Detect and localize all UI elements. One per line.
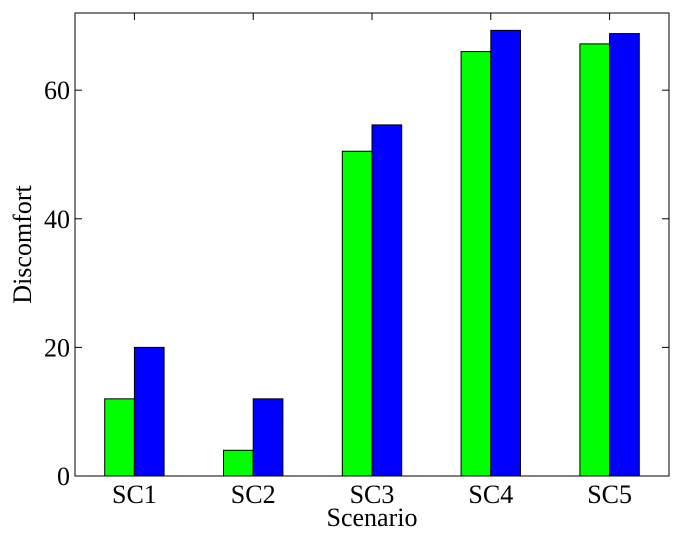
bar-sc5-series-2 [610,34,640,476]
y-tick-label: 0 [57,462,70,491]
x-tick-label: SC5 [587,480,632,509]
bars-layer [105,30,640,476]
bar-sc2-series-1 [224,450,254,476]
bar-sc4-series-1 [461,52,491,476]
x-axis-title: Scenario [327,503,418,529]
y-tick-label: 20 [44,333,70,362]
bar-sc5-series-1 [580,44,610,476]
y-axis-title: Discomfort [8,185,37,304]
bar-sc3-series-2 [372,125,402,476]
y-tick-label: 40 [44,205,70,234]
x-tick-label: SC4 [468,480,513,509]
x-tick-label: SC1 [112,480,157,509]
bar-sc1-series-1 [105,399,135,476]
bar-sc3-series-1 [342,151,372,476]
x-tick-label: SC2 [231,480,276,509]
bar-sc4-series-2 [491,30,521,476]
y-tick-label: 60 [44,76,70,105]
bar-sc2-series-2 [253,399,283,476]
bar-sc1-series-2 [134,347,164,476]
